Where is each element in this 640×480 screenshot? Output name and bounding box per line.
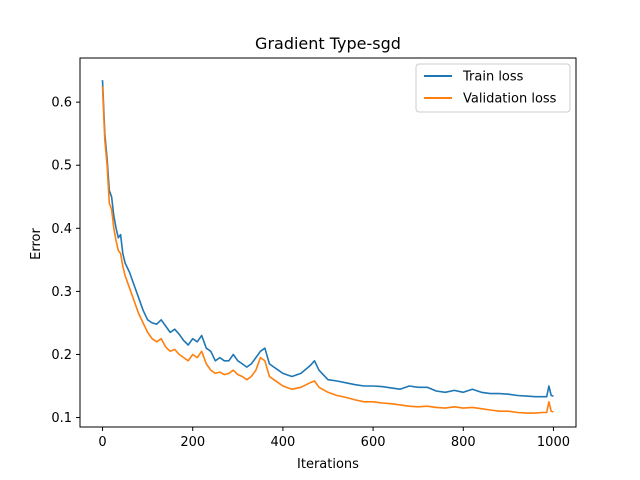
x-axis-label: Iterations — [297, 457, 359, 472]
y-tick-label: 0.4 — [51, 222, 72, 237]
y-tick-label: 0.2 — [51, 348, 72, 363]
y-tick-label: 0.3 — [51, 285, 72, 300]
legend-label-train: Train loss — [462, 70, 524, 85]
y-tick-label: 0.5 — [51, 159, 72, 174]
y-tick-label: 0.6 — [51, 96, 72, 111]
chart-title: Gradient Type-sgd — [255, 34, 401, 53]
legend: Train loss Validation loss — [415, 63, 571, 113]
plot-area — [79, 57, 577, 428]
plot-frame — [79, 57, 577, 428]
x-axis: 0 200 400 600 800 1000 — [98, 427, 570, 450]
y-axis-label: Error — [29, 228, 44, 260]
x-tick-label: 200 — [180, 435, 205, 450]
x-tick-label: 400 — [270, 435, 295, 450]
series-line-train — [101, 80, 554, 398]
x-tick-label: 600 — [361, 435, 386, 450]
x-tick-label: 1000 — [537, 435, 570, 450]
y-tick-label: 0.1 — [51, 411, 72, 426]
y-axis: 0.1 0.2 0.3 0.4 0.5 0.6 — [51, 96, 80, 426]
legend-box — [415, 63, 571, 113]
legend-label-validation: Validation loss — [463, 92, 557, 107]
x-tick-label: 800 — [451, 435, 476, 450]
series-line-validation — [101, 86, 554, 414]
x-tick-label: 0 — [98, 435, 106, 450]
